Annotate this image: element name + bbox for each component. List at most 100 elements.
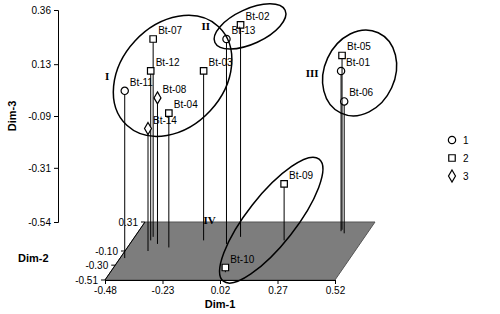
y-tick-mark (141, 222, 145, 223)
z-tick: -0.31 (28, 163, 58, 174)
clusters: IIIIIIIV (89, 0, 410, 296)
x-tick-label: 0.02 (211, 285, 231, 296)
cluster-ellipse (204, 144, 338, 296)
drop-line (148, 129, 149, 251)
x-axis: -0.48 -0.23 0.02 0.27 0.52 (94, 280, 346, 296)
drop-line (240, 25, 241, 237)
z-tick-label: -0.09 (28, 111, 51, 122)
y-tick-label: -0.10 (95, 246, 118, 257)
y-tick-label: -0.51 (75, 275, 98, 286)
z-tick-label: -0.54 (28, 217, 51, 228)
x-axis-line (106, 281, 336, 285)
point-label: Bt-02 (246, 11, 270, 22)
point (281, 181, 287, 187)
z-tick-mark (54, 116, 58, 117)
legend-item: 2 (449, 153, 469, 164)
x-tick: 0.52 (326, 280, 346, 296)
floor-plane (105, 222, 375, 280)
point (222, 264, 228, 270)
point-labels: Bt-11 Bt-13 Bt-01 Bt-06 Bt-07 Bt-12 Bt-04 Bt-03… (130, 11, 374, 265)
legend-label: 3 (463, 171, 469, 182)
y-tick-label: 0.31 (119, 217, 139, 228)
point-label: Bt-11 (130, 77, 154, 88)
point-label: Bt-14 (153, 115, 177, 126)
legend-symbol (449, 155, 455, 161)
cluster-label: III (306, 67, 319, 79)
x-tick: -0.23 (152, 280, 175, 296)
point (150, 36, 156, 42)
x-tick-label: -0.48 (94, 285, 117, 296)
point-label: Bt-05 (347, 41, 371, 52)
point-label: Bt-03 (209, 57, 233, 68)
point (154, 92, 161, 104)
point (339, 52, 345, 58)
point-label: Bt-06 (349, 87, 373, 98)
x-tick-mark (278, 280, 279, 284)
y-tick-mark (101, 280, 105, 281)
y-tick-mark (111, 265, 115, 266)
cluster-label: I (105, 70, 109, 82)
cluster-label: II (202, 20, 211, 32)
z-tick-mark (54, 64, 58, 65)
cluster-ellipse (309, 18, 410, 128)
point-label: Bt-12 (156, 57, 180, 68)
z-tick: 0.36 (32, 5, 58, 16)
z-tick-label: -0.31 (28, 163, 51, 174)
x-tick: 0.27 (268, 280, 288, 296)
drop-line (150, 71, 151, 241)
chart: -0.48-0.230.020.270.52Dim-1-0.51-0.30-0.… (0, 0, 500, 314)
legend-label: 2 (463, 153, 469, 164)
point-label: Bt-08 (162, 84, 186, 95)
legend-symbol (449, 170, 456, 182)
drop-line (341, 71, 342, 231)
y-axis-title: Dim-2 (18, 252, 49, 264)
legend-symbol (448, 136, 455, 143)
point (147, 68, 153, 74)
drop-line (284, 184, 285, 241)
z-tick-mark (54, 222, 58, 223)
point-label: Bt-10 (230, 254, 254, 265)
x-tick-mark (105, 280, 106, 284)
z-tick-mark (54, 10, 58, 11)
point-label: Bt-04 (174, 99, 198, 110)
point-label: Bt-13 (231, 25, 255, 36)
z-tick-label: 0.13 (32, 59, 52, 70)
cluster-label: IV (203, 214, 215, 226)
cluster-ellipse (89, 0, 256, 160)
data-marks (121, 22, 348, 273)
legend-label: 1 (463, 135, 469, 146)
z-axis-title: Dim-3 (6, 101, 18, 132)
x-tick-label: -0.23 (152, 285, 175, 296)
point (121, 87, 128, 94)
point-label: Bt-01 (346, 57, 370, 68)
x-tick-label: 0.27 (268, 285, 288, 296)
legend-item: 1 (448, 135, 469, 146)
z-tick-mark (54, 168, 58, 169)
drop-line (344, 101, 345, 233)
x-tick-mark (335, 280, 336, 284)
y-tick-label: -0.30 (85, 260, 108, 271)
legend: 1 2 3 (448, 135, 469, 183)
drop-line (168, 113, 169, 247)
point (337, 67, 344, 74)
drop-line (226, 39, 227, 244)
drop-line (342, 55, 343, 229)
x-tick-mark (220, 280, 221, 284)
z-axis-line (54, 11, 59, 223)
x-tick-label: 0.52 (326, 285, 346, 296)
point (145, 122, 152, 134)
y-axis: -0.51 -0.30 -0.10 0.31 (75, 217, 145, 286)
z-tick-label: 0.36 (32, 5, 52, 16)
point-label: Bt-07 (158, 25, 182, 36)
drop-line (124, 91, 125, 258)
z-tick: -0.54 (28, 217, 58, 228)
z-tick: -0.09 (28, 111, 58, 122)
x-axis-title: Dim-1 (205, 298, 236, 310)
z-tick: 0.13 (32, 59, 58, 70)
cluster-ellipse (208, 0, 293, 58)
point (200, 68, 206, 74)
point-label: Bt-09 (289, 170, 313, 181)
x-tick-mark (163, 280, 164, 284)
legend-item: 3 (449, 170, 469, 182)
z-axis: -0.54 -0.31 -0.09 0.13 0.36 (28, 5, 58, 228)
